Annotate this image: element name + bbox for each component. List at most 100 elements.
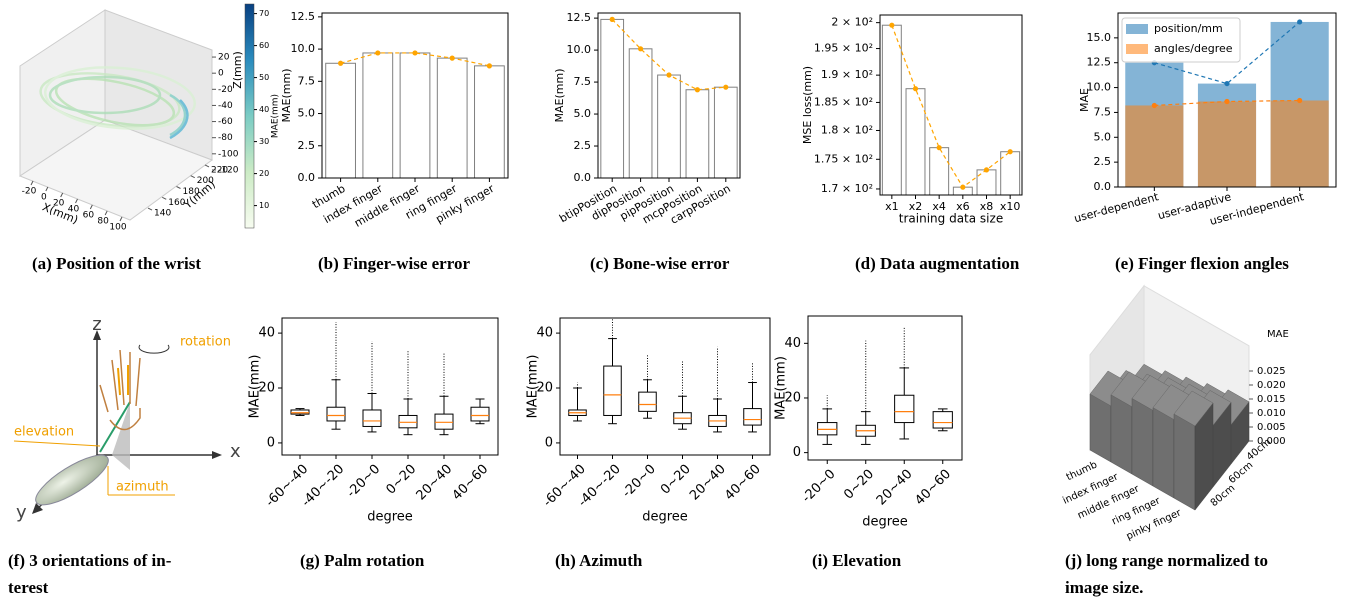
y-axis-label: MAE (1078, 88, 1091, 112)
z-tick-label: 0.000 (1257, 436, 1286, 447)
bar (685, 89, 710, 179)
colorbar-tick-label: 60 (259, 41, 269, 50)
bar (628, 48, 653, 179)
orientation-diagram: z x y rotation elevation azimuth (f) 3 o… (8, 314, 241, 597)
point (338, 60, 344, 66)
bar (1000, 151, 1021, 196)
box (603, 365, 622, 416)
pane (18, 119, 214, 221)
x-axis-label: degree (642, 510, 688, 525)
x-tick-label: 20~40 (414, 462, 456, 504)
bar (1197, 101, 1257, 187)
rotation-label: rotation (180, 335, 231, 350)
x-tick-label: 40~60 (722, 462, 764, 504)
y-tick-label: 15.0 (1087, 31, 1112, 44)
point (936, 145, 942, 151)
box (362, 409, 382, 427)
x-tick (104, 210, 108, 216)
point (912, 86, 919, 92)
point (412, 50, 418, 56)
x-tick (60, 192, 64, 198)
x-axis-label: degree (862, 515, 908, 530)
y-tick-label: 1.75 × 10² (814, 152, 873, 165)
colorbar-tick-label: 20 (259, 169, 269, 178)
z-tick-label: 0 (218, 69, 224, 79)
y-tick-label: 7.5 (574, 75, 592, 88)
elevation-label: elevation (14, 425, 74, 440)
z-tick-label: -100 (218, 149, 239, 159)
line (891, 24, 1011, 189)
box (743, 408, 762, 426)
plot-frame (281, 317, 499, 456)
box (398, 414, 418, 429)
point (960, 184, 966, 190)
caption: (c) Bone-wise error (590, 254, 730, 273)
point (1151, 102, 1157, 109)
box (894, 394, 915, 424)
x-tick-label: 40~60 (912, 467, 954, 509)
y-tick-label: 2 × 10² (831, 16, 873, 29)
x-tick-label: 20~40 (874, 467, 916, 509)
legend-frame (1121, 17, 1241, 63)
x-tick-label: 20~40 (687, 462, 729, 504)
y-axis-label: MSE loss(mm) (801, 66, 814, 144)
y-tick-label: 20 (784, 390, 801, 405)
x-tick-label: -20 (22, 187, 37, 197)
y-tick-label: 160 (168, 198, 185, 208)
bar-front (1173, 413, 1196, 511)
y-tick-label: 1.9 × 10² (821, 68, 873, 81)
x-tick (45, 186, 49, 192)
z-tick-label: 0.025 (1257, 366, 1286, 377)
x-tick-label: x10 (1000, 200, 1021, 213)
x-tick-label: 20 (53, 199, 65, 209)
colorbar-tick-label: 10 (259, 201, 269, 210)
point (449, 55, 455, 61)
y-tick (204, 164, 210, 168)
caption: (i) Elevation (812, 551, 902, 570)
point (694, 87, 701, 93)
axis-label: z (92, 314, 101, 335)
x-tick-label: x2 (909, 200, 923, 213)
z-axis-label: MAE (1267, 329, 1289, 340)
y-tick-label: 5.0 (1094, 130, 1112, 143)
x-tick-label: thumb (1065, 459, 1099, 483)
arrow (93, 330, 101, 340)
x-tick-label: 0 (41, 193, 47, 203)
y-tick-label: 40 (784, 336, 801, 351)
colorbar-tick-label: 50 (259, 73, 269, 82)
point (889, 22, 895, 28)
y-tick-label: 10.0 (291, 42, 316, 55)
bar (929, 147, 950, 196)
legend-label: angles/degree (1154, 42, 1233, 55)
y-tick-label: 10.0 (567, 43, 592, 56)
plot-frame (879, 14, 1023, 196)
bar (657, 74, 681, 179)
y-tick-label: 1.95 × 10² (814, 42, 873, 55)
z-tick-label: 0.015 (1257, 394, 1286, 405)
y-tick (190, 175, 195, 179)
caption: (b) Finger-wise error (318, 254, 470, 273)
y-tick-label: 7.5 (1094, 105, 1112, 118)
y-tick-label: 0 (793, 445, 801, 460)
z-tick-label: 0.010 (1257, 408, 1286, 419)
colorbar-tick-label: 70 (259, 9, 269, 18)
x-tick (75, 198, 78, 204)
hand-bones (117, 365, 129, 396)
box (932, 411, 953, 429)
y-tick-label: 10.0 (1087, 81, 1112, 94)
x-tick-label: 0~20 (841, 467, 877, 503)
y-tick-label: 40 (536, 326, 553, 341)
plot-frame (559, 317, 771, 456)
bar (976, 169, 997, 196)
y-tick-label: 12.5 (291, 10, 316, 23)
y-tick-label: 0.0 (1094, 180, 1112, 193)
z-tick-label: -80 (218, 133, 233, 143)
arrow (32, 503, 43, 514)
y-tick-label: 40 (258, 326, 275, 341)
rotation-arrow (138, 344, 170, 354)
arrow (212, 451, 222, 459)
bar (362, 52, 394, 179)
y-tick-label: 2.5 (574, 139, 592, 152)
x-tick-label: 40 (68, 205, 80, 215)
axis-label: x (230, 441, 241, 462)
